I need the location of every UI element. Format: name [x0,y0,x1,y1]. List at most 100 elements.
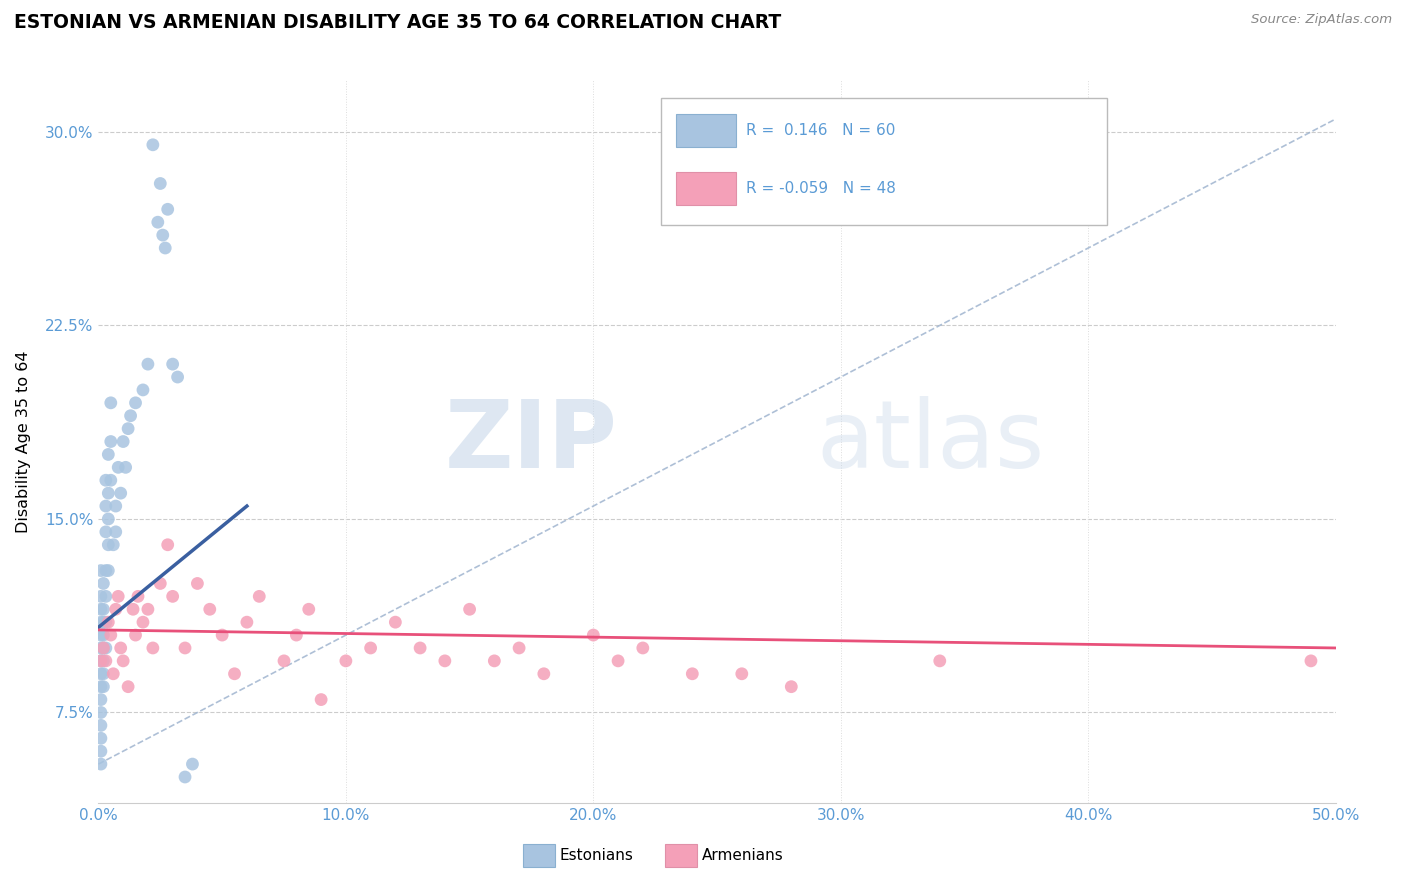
Point [174,640,197,655]
Point [97,486,120,500]
Point [198,602,221,616]
Text: ESTONIAN VS ARMENIAN DISABILITY AGE 35 TO 64 CORRELATION CHART: ESTONIAN VS ARMENIAN DISABILITY AGE 35 T… [14,13,782,32]
Point [103,666,125,681]
Point [94,499,117,513]
Point [90,744,112,758]
Point [607,654,630,668]
Point [122,602,145,616]
Point [100,434,122,449]
Point [335,654,357,668]
Point [132,383,155,397]
Point [90,640,112,655]
Point [93,680,115,694]
Point [124,396,146,410]
Point [928,654,950,668]
Point [90,706,112,720]
Point [90,718,112,732]
Point [114,460,136,475]
Point [104,602,127,616]
Point [90,590,112,604]
Point [120,409,142,423]
Point [731,666,754,681]
Point [247,590,270,604]
Point [298,602,321,616]
Point [100,396,122,410]
Point [186,576,208,591]
Point [211,628,233,642]
Point [90,602,112,616]
Point [309,692,332,706]
Point [224,666,246,681]
Point [136,357,159,371]
Text: R =  0.146   N = 60: R = 0.146 N = 60 [745,123,894,138]
Text: ZIP: ZIP [446,395,619,488]
Text: R = -0.059   N = 48: R = -0.059 N = 48 [745,181,896,196]
Point [104,499,127,513]
Point [103,538,125,552]
Point [112,654,135,668]
Point [631,640,654,655]
Point [508,640,530,655]
Point [97,615,120,630]
Point [132,615,155,630]
Point [94,564,117,578]
Point [100,628,122,642]
Point [90,654,112,668]
Point [94,640,117,655]
Point [142,137,165,152]
Point [90,757,112,772]
FancyBboxPatch shape [665,844,697,867]
Point [384,615,406,630]
Text: Estonians: Estonians [560,848,634,863]
Point [166,370,188,384]
Point [107,590,129,604]
Point [93,666,115,681]
Point [104,524,127,539]
Point [285,628,308,642]
Point [97,538,120,552]
Point [94,654,117,668]
Point [582,628,605,642]
Point [152,228,174,243]
Point [433,654,456,668]
Point [174,770,197,784]
Point [136,602,159,616]
Point [162,590,184,604]
Point [155,241,177,255]
Point [97,512,120,526]
Point [90,680,112,694]
FancyBboxPatch shape [523,844,555,867]
FancyBboxPatch shape [661,98,1107,225]
Point [149,177,172,191]
Point [90,666,112,681]
Point [127,590,149,604]
Point [100,473,122,487]
Point [97,564,120,578]
Point [273,654,295,668]
Point [149,576,172,591]
Point [780,680,803,694]
Point [236,615,259,630]
Point [94,615,117,630]
Point [156,202,179,217]
Text: atlas: atlas [815,395,1045,488]
Point [146,215,169,229]
Point [93,640,115,655]
Point [110,486,132,500]
Point [117,422,139,436]
Point [90,564,112,578]
Point [409,640,432,655]
Text: Armenians: Armenians [702,848,785,863]
Point [107,460,129,475]
Point [681,666,703,681]
Point [94,590,117,604]
Point [142,640,165,655]
Text: Source: ZipAtlas.com: Source: ZipAtlas.com [1251,13,1392,27]
Point [181,757,204,772]
Y-axis label: Disability Age 35 to 64: Disability Age 35 to 64 [17,351,31,533]
Point [360,640,382,655]
Point [156,538,179,552]
Point [110,640,132,655]
Point [90,692,112,706]
Point [93,628,115,642]
